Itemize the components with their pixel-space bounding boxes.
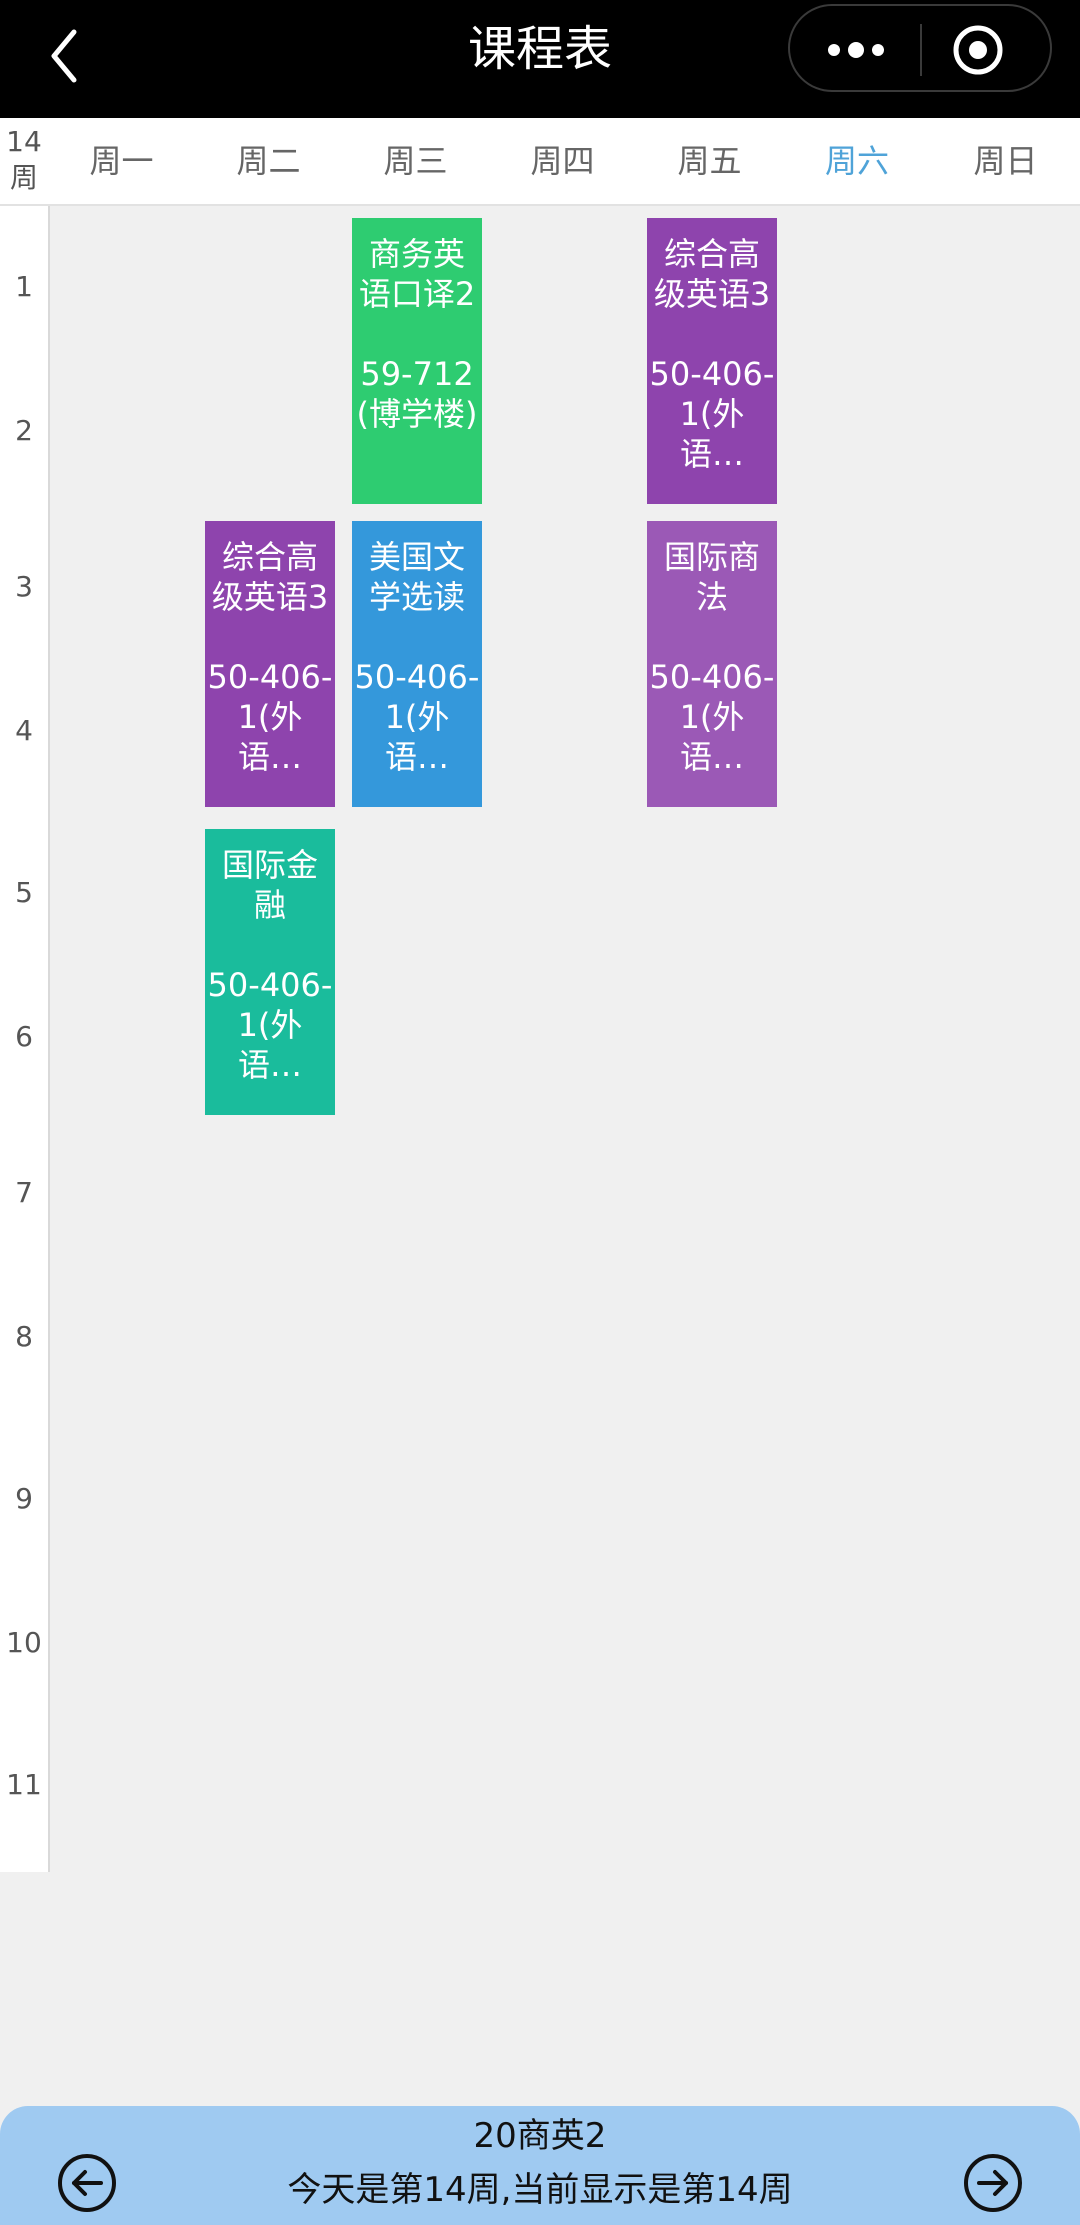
course-name: 商务英语口译2 (358, 235, 476, 313)
course-name: 国际商法 (663, 538, 760, 616)
weekday-header: 14 周 周一 周二 周三 周四 周五 周六 周日 (0, 118, 1080, 206)
close-miniprogram-button[interactable] (922, 6, 1050, 90)
course-block[interactable]: 综合高级英语3 50-406-1(外语… (205, 521, 335, 807)
course-room: 50-406-1(外语… (649, 355, 775, 473)
more-dots-icon (828, 42, 884, 58)
course-name: 国际金融 (221, 846, 318, 924)
period-1: 1 (15, 270, 33, 303)
target-icon (953, 25, 1003, 75)
course-room: 50-406-1(外语… (207, 966, 333, 1084)
course-room: 59-712(博学楼) (356, 355, 478, 433)
course-block[interactable]: 国际金融 50-406-1(外语… (205, 829, 335, 1115)
week-indicator: 14 周 (0, 118, 48, 204)
day-thu: 周四 (530, 142, 595, 180)
chevron-left-icon (51, 29, 77, 83)
back-button[interactable] (40, 18, 120, 98)
course-room: 50-406-1(外语… (354, 658, 480, 776)
period-column: 1 2 3 4 5 6 7 8 9 10 11 (0, 206, 50, 1872)
period-10: 10 (6, 1626, 42, 1659)
day-wed: 周三 (383, 142, 448, 180)
capsule-divider (920, 24, 922, 76)
period-8: 8 (15, 1320, 33, 1353)
period-7: 7 (15, 1176, 33, 1209)
course-name: 综合高级英语3 (653, 235, 771, 313)
period-3: 3 (15, 570, 33, 603)
week-info: 今天是第14周,当前显示是第14周 (287, 2170, 793, 2210)
course-block[interactable]: 综合高级英语3 50-406-1(外语… (647, 218, 777, 504)
capsule-menu (788, 4, 1052, 92)
course-block[interactable]: 国际商法 50-406-1(外语… (647, 521, 777, 807)
class-name: 20商英2 (473, 2116, 607, 2156)
period-4: 4 (15, 714, 33, 747)
course-name: 美国文学选读 (368, 538, 465, 616)
arrow-right-circle-icon (964, 2154, 1022, 2212)
period-11: 11 (6, 1768, 42, 1801)
course-room: 50-406-1(外语… (649, 658, 775, 776)
day-sun: 周日 (973, 142, 1038, 180)
period-9: 9 (15, 1482, 33, 1515)
period-5: 5 (15, 876, 33, 909)
more-button[interactable] (790, 6, 920, 90)
next-week-button[interactable] (962, 2152, 1024, 2214)
title-bar: 课程表 (0, 0, 1080, 118)
day-fri: 周五 (677, 142, 742, 180)
day-mon: 周一 (89, 142, 154, 180)
page-title: 课程表 (467, 21, 612, 77)
course-name: 综合高级英语3 (211, 538, 329, 616)
day-sat: 周六 (824, 142, 889, 180)
period-6: 6 (15, 1020, 33, 1053)
prev-week-button[interactable] (56, 2152, 118, 2214)
course-room: 50-406-1(外语… (207, 658, 333, 776)
course-block[interactable]: 美国文学选读 50-406-1(外语… (352, 521, 482, 807)
course-block[interactable]: 商务英语口译2 59-712(博学楼) (352, 218, 482, 504)
day-tue: 周二 (236, 142, 301, 180)
bottom-week-bar: 20商英2 今天是第14周,当前显示是第14周 (0, 2106, 1080, 2225)
arrow-left-circle-icon (58, 2154, 116, 2212)
period-2: 2 (15, 414, 33, 447)
week-number: 14 (6, 125, 42, 158)
week-unit: 周 (9, 161, 38, 194)
